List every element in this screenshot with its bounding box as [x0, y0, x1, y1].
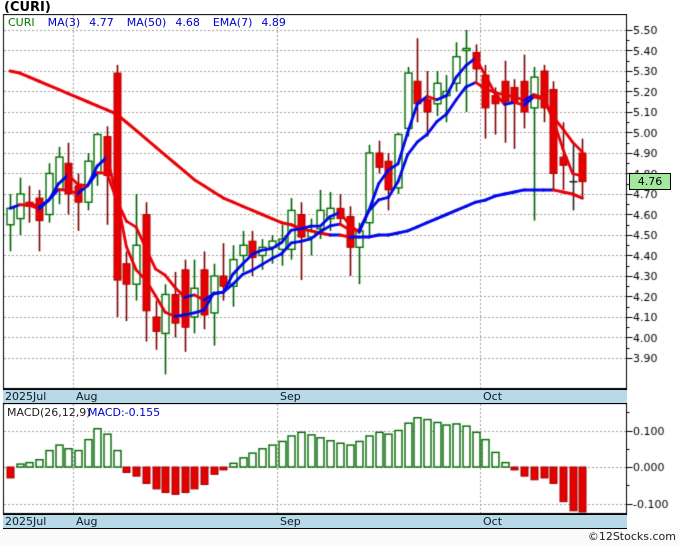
- month-label: 2025Jul: [5, 515, 47, 528]
- month-label: Aug: [76, 515, 98, 528]
- chart-title: (CURI): [4, 0, 51, 15]
- footer-area: [0, 529, 680, 546]
- month-label: Oct: [483, 390, 503, 403]
- copyright-text: ©12Stocks.com: [587, 530, 676, 543]
- month-label: Aug: [76, 390, 98, 403]
- legend-ema7: EMA(7) 4.89: [212, 16, 286, 29]
- legend-ma50: MA(50) 4.68: [126, 16, 200, 29]
- macd-value-label: MACD:-0.155: [88, 406, 161, 419]
- month-label: 2025Jul: [5, 390, 47, 403]
- current-price-badge: 4.76: [629, 173, 671, 190]
- month-label: Sep: [280, 390, 301, 403]
- legend-ma3: MA(3) 4.77: [47, 16, 114, 29]
- macd-params-label: MACD(26,12,9): [7, 406, 91, 419]
- macd-header: MACD(26,12,9) MACD:-0.155: [7, 406, 160, 419]
- month-label: Oct: [483, 515, 503, 528]
- date-axis-mid: 2025Jul Aug Sep Oct: [3, 389, 627, 404]
- price-legend: CURI MA(3) 4.77 MA(50) 4.68 EMA(7) 4.89: [8, 16, 286, 29]
- date-axis-bottom: 2025Jul Aug Sep Oct: [3, 514, 627, 529]
- price-chart-canvas: [0, 14, 680, 389]
- macd-chart-canvas: [0, 403, 680, 514]
- legend-symbol: CURI: [8, 16, 35, 29]
- month-label: Sep: [280, 515, 301, 528]
